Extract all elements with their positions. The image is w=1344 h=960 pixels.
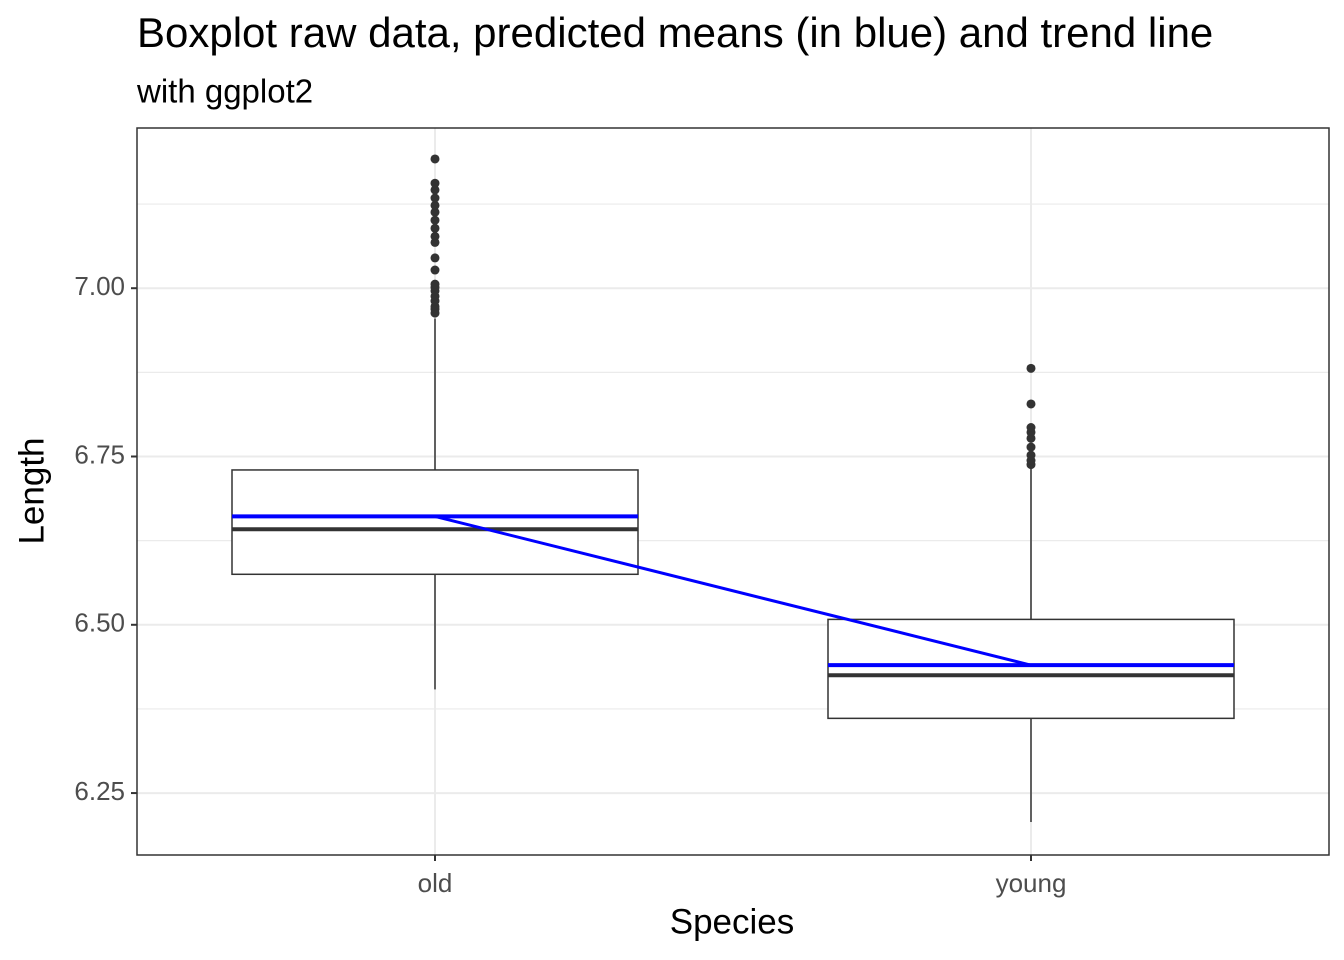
x-tick-label: old [418, 868, 453, 898]
outlier [430, 253, 440, 263]
chart-title: Boxplot raw data, predicted means (in bl… [137, 9, 1213, 56]
trend-line [434, 514, 1032, 667]
x-tick-label: young [996, 868, 1067, 898]
outlier [1026, 399, 1036, 409]
outlier [430, 178, 440, 188]
y-tick-label: 6.25 [74, 776, 125, 806]
outlier [430, 193, 440, 203]
outlier [430, 185, 440, 195]
outlier [430, 223, 440, 233]
panel-border [136, 127, 1330, 856]
outlier [1026, 363, 1036, 373]
outlier [1026, 442, 1036, 452]
outlier [430, 231, 440, 241]
outlier [430, 265, 440, 275]
box [231, 469, 639, 576]
outlier [430, 207, 440, 217]
outlier [1026, 423, 1036, 433]
y-axis-title: Length [12, 437, 51, 544]
outlier [430, 154, 440, 164]
x-axis-title: Species [670, 902, 795, 941]
outlier [1026, 450, 1036, 460]
y-tick-label: 7.00 [74, 271, 125, 301]
outlier [430, 200, 440, 210]
chart-subtitle: with ggplot2 [136, 73, 313, 110]
box [827, 618, 1235, 720]
outlier [430, 279, 440, 289]
outlier [430, 215, 440, 225]
y-tick-label: 6.50 [74, 608, 125, 638]
y-tick-label: 6.75 [74, 439, 125, 469]
